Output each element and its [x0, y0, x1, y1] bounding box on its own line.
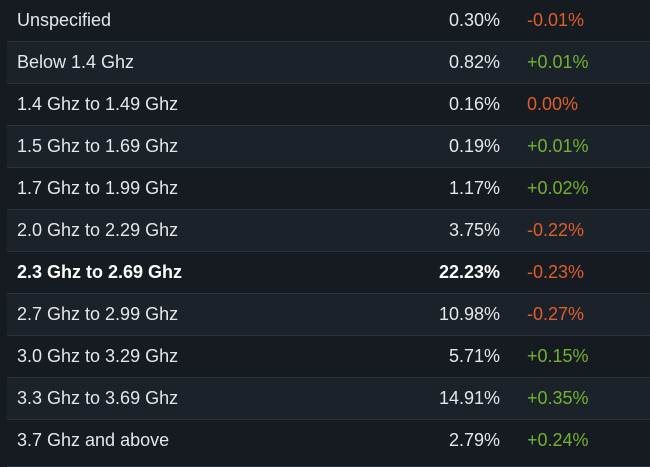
- cpu-speed-table: Unspecified 0.30% -0.01% Below 1.4 Ghz 0…: [7, 0, 650, 467]
- row-change: -0.01%: [527, 10, 585, 30]
- row-change: +0.15%: [527, 346, 589, 366]
- table-row: Unspecified 0.30% -0.01%: [7, 0, 650, 42]
- row-percent: 22.23%: [438, 262, 500, 282]
- row-change: -0.23%: [527, 262, 585, 282]
- table-row: 2.0 Ghz to 2.29 Ghz 3.75% -0.22%: [7, 210, 650, 252]
- row-label: 1.4 Ghz to 1.49 Ghz: [17, 94, 179, 114]
- row-label: 2.3 Ghz to 2.69 Ghz: [17, 262, 183, 282]
- row-percent: 0.16%: [448, 94, 500, 114]
- row-percent: 2.79%: [448, 430, 500, 450]
- row-label: 3.3 Ghz to 3.69 Ghz: [17, 388, 179, 408]
- row-label: 3.0 Ghz to 3.29 Ghz: [17, 346, 179, 366]
- row-label: 2.7 Ghz to 2.99 Ghz: [17, 304, 179, 324]
- table-row: 2.7 Ghz to 2.99 Ghz 10.98% -0.27%: [7, 294, 650, 336]
- row-percent: 0.82%: [448, 52, 500, 72]
- row-percent: 10.98%: [438, 304, 500, 324]
- table-row: 3.3 Ghz to 3.69 Ghz 14.91% +0.35%: [7, 378, 650, 420]
- row-change: -0.22%: [527, 220, 585, 240]
- row-label: 3.7 Ghz and above: [17, 430, 170, 450]
- table-row: 3.7 Ghz and above 2.79% +0.24%: [7, 420, 650, 467]
- row-percent: 3.75%: [448, 220, 500, 240]
- row-label: Unspecified: [17, 10, 112, 30]
- row-change: +0.35%: [527, 388, 589, 408]
- row-percent: 14.91%: [438, 388, 500, 408]
- row-change: +0.01%: [527, 52, 589, 72]
- row-change: +0.24%: [527, 430, 589, 450]
- table-row: 1.7 Ghz to 1.99 Ghz 1.17% +0.02%: [7, 168, 650, 210]
- row-percent: 0.30%: [448, 10, 500, 30]
- row-label: 1.7 Ghz to 1.99 Ghz: [17, 178, 179, 198]
- table-row: 1.5 Ghz to 1.69 Ghz 0.19% +0.01%: [7, 126, 650, 168]
- row-change: -0.27%: [527, 304, 585, 324]
- table-row: 3.0 Ghz to 3.29 Ghz 5.71% +0.15%: [7, 336, 650, 378]
- row-change: +0.02%: [527, 178, 589, 198]
- row-change: +0.01%: [527, 136, 589, 156]
- row-label: Below 1.4 Ghz: [17, 52, 135, 72]
- row-percent: 5.71%: [448, 346, 500, 366]
- table-row-highlighted: 2.3 Ghz to 2.69 Ghz 22.23% -0.23%: [7, 252, 650, 294]
- row-change: 0.00%: [527, 94, 579, 114]
- row-percent: 1.17%: [448, 178, 500, 198]
- table-row: 1.4 Ghz to 1.49 Ghz 0.16% 0.00%: [7, 84, 650, 126]
- row-label: 1.5 Ghz to 1.69 Ghz: [17, 136, 179, 156]
- row-percent: 0.19%: [448, 136, 500, 156]
- row-label: 2.0 Ghz to 2.29 Ghz: [17, 220, 179, 240]
- table-row: Below 1.4 Ghz 0.82% +0.01%: [7, 42, 650, 84]
